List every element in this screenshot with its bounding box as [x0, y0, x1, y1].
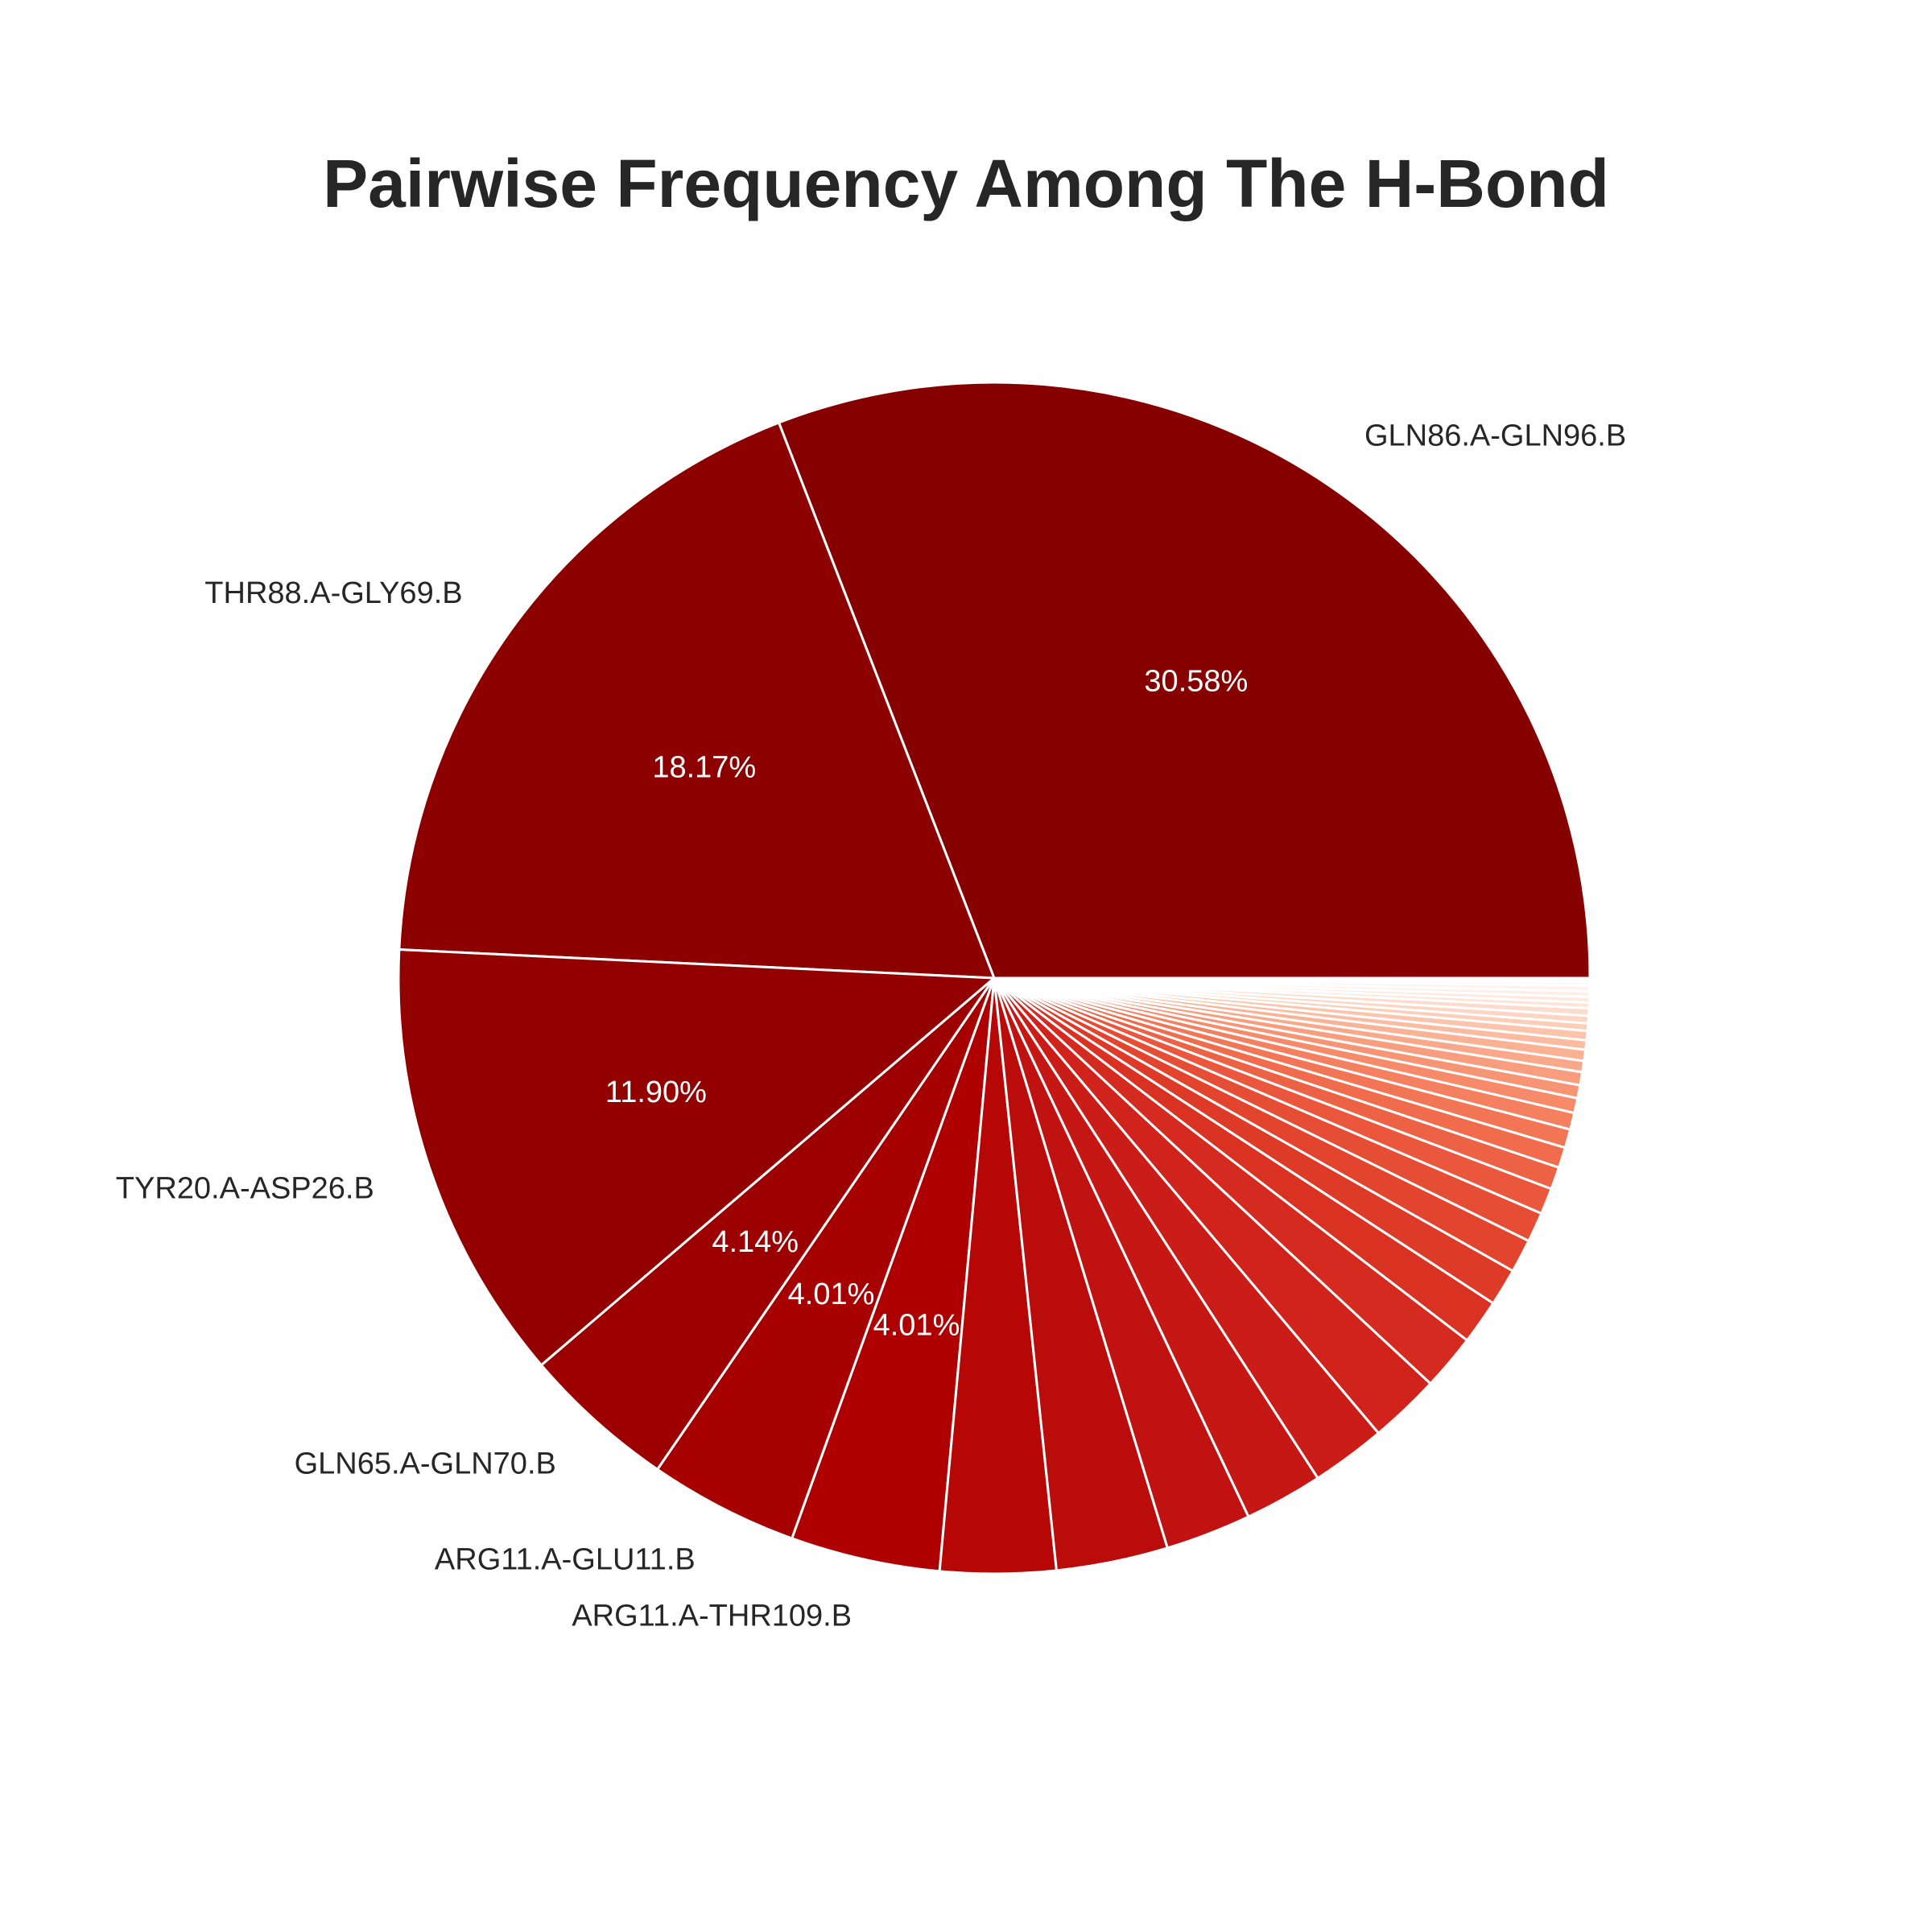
slice-percent-label: 4.14% [712, 1225, 799, 1259]
pie-slice [398, 421, 996, 980]
slice-percent-label: 11.90% [605, 1075, 707, 1109]
pie-slices [397, 381, 1591, 1575]
slice-percent-label: 18.17% [652, 750, 756, 784]
pie-labels: GLN86.A-GLN96.B 30.58% THR88.A-GLY69.B 18.1… [116, 419, 1626, 1633]
pie-slice [993, 976, 1591, 984]
slice-label: GLN86.A-GLN96.B [1364, 419, 1626, 452]
slice-label: GLN65.A-GLN70.B [295, 1447, 556, 1480]
pie-slice [778, 381, 1591, 980]
slice-label: TYR20.A-ASP26.B [116, 1172, 374, 1206]
slice-percent-label: 4.01% [788, 1278, 875, 1311]
pie-slice [791, 976, 996, 1573]
pie-slice [656, 976, 996, 1540]
pie-slice [539, 976, 996, 1471]
slice-percent-label: 4.01% [873, 1308, 960, 1342]
slice-label: THR88.A-GLY69.B [204, 576, 462, 610]
slice-label: ARG11.A-THR109.B [572, 1600, 852, 1633]
slice-label: ARG11.A-GLU11.B [435, 1542, 696, 1576]
chart-title: Pairwise Frequency Among The H-Bond [323, 146, 1609, 221]
pie-slice [397, 948, 996, 1367]
slice-percent-label: 30.58% [1144, 665, 1248, 699]
